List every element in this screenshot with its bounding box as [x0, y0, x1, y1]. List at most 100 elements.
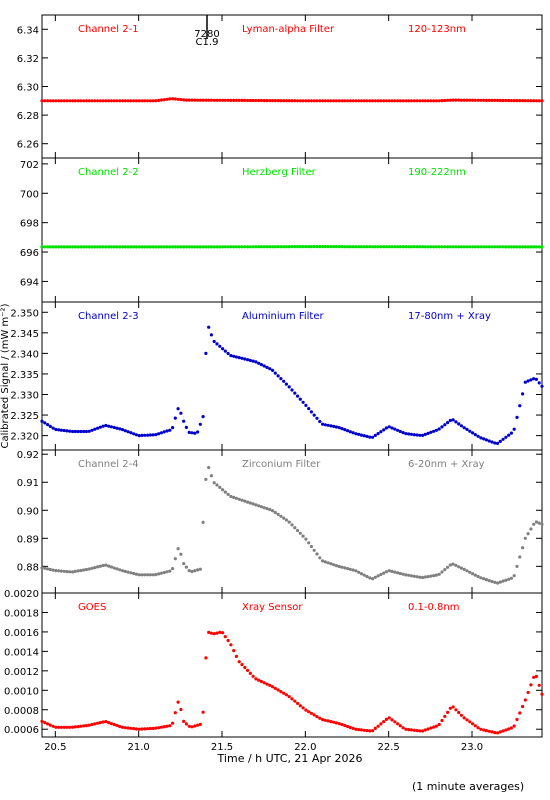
data-point	[190, 98, 194, 102]
data-point	[509, 245, 513, 249]
data-point	[407, 728, 411, 732]
data-point	[446, 565, 450, 569]
data-point	[132, 245, 136, 249]
data-point	[171, 97, 175, 101]
data-point	[243, 665, 247, 670]
data-point	[501, 437, 505, 441]
x-tick-label: 20.5	[44, 742, 66, 753]
data-point	[71, 245, 75, 249]
data-point	[521, 704, 525, 709]
data-point	[82, 99, 86, 103]
data-point	[93, 427, 97, 431]
data-point	[232, 354, 236, 358]
data-point	[384, 570, 388, 574]
data-point	[321, 422, 325, 426]
data-point	[540, 99, 544, 103]
data-point	[271, 685, 275, 689]
data-point	[382, 99, 386, 103]
data-point	[259, 245, 263, 249]
data-point	[84, 567, 88, 572]
data-point	[432, 429, 436, 433]
data-point	[365, 574, 369, 579]
y-tick-label: 2.320	[10, 432, 39, 443]
data-point	[496, 245, 500, 249]
data-point	[326, 561, 330, 565]
data-point	[229, 245, 233, 249]
data-point	[532, 675, 536, 679]
data-point	[457, 245, 461, 249]
data-point	[501, 98, 505, 103]
data-point	[287, 385, 291, 389]
data-point	[346, 99, 350, 103]
data-point	[504, 98, 508, 103]
data-point	[101, 245, 105, 249]
data-point	[287, 245, 291, 249]
data-point	[168, 724, 172, 728]
data-point	[354, 245, 358, 249]
data-point	[173, 711, 177, 715]
data-point	[415, 729, 419, 733]
data-point	[40, 99, 44, 103]
data-point	[315, 715, 319, 719]
data-point	[193, 98, 197, 102]
data-point	[182, 719, 186, 724]
data-point	[151, 245, 155, 249]
data-point	[334, 425, 338, 429]
data-point	[201, 710, 205, 714]
data-point	[290, 523, 294, 527]
data-point	[148, 726, 152, 731]
data-point	[226, 638, 230, 643]
data-point	[79, 245, 83, 249]
data-point	[59, 428, 64, 432]
data-point	[521, 392, 525, 396]
data-point	[343, 723, 347, 728]
data-point	[93, 245, 97, 249]
data-point	[462, 716, 466, 720]
data-point	[282, 379, 286, 383]
data-point	[398, 99, 402, 103]
data-point	[146, 573, 150, 577]
data-point	[248, 245, 252, 249]
data-point	[251, 502, 255, 506]
data-point	[329, 720, 333, 724]
data-point	[209, 98, 213, 102]
data-point	[243, 357, 247, 361]
data-point	[137, 434, 141, 438]
data-point	[121, 725, 125, 729]
data-point	[498, 98, 502, 103]
data-point	[134, 99, 138, 103]
data-point	[418, 575, 422, 579]
data-point	[498, 580, 502, 584]
data-point	[237, 497, 241, 501]
data-point	[137, 573, 141, 577]
data-point	[512, 574, 516, 578]
data-point	[487, 439, 491, 443]
data-point	[279, 377, 283, 381]
data-point	[240, 245, 244, 249]
data-point	[254, 503, 258, 507]
panel-band-label: 6-20nm + Xray	[408, 459, 485, 470]
data-point	[259, 505, 263, 509]
data-point	[282, 516, 286, 520]
data-point	[193, 569, 197, 573]
data-point	[187, 430, 191, 434]
data-point	[84, 724, 88, 728]
data-point	[307, 407, 311, 411]
data-point	[457, 565, 461, 569]
data-point	[362, 434, 366, 438]
data-point	[407, 432, 411, 436]
data-point	[218, 485, 222, 489]
data-point	[62, 725, 66, 729]
y-tick-label: 2.330	[10, 391, 39, 402]
data-point	[451, 245, 455, 249]
data-point	[415, 433, 419, 437]
data-point	[526, 379, 530, 383]
data-point	[482, 245, 486, 249]
data-point	[279, 99, 283, 103]
data-point	[468, 720, 472, 724]
data-point	[57, 245, 61, 249]
flare-marker-class: C1.9	[196, 37, 219, 48]
data-point	[465, 427, 469, 431]
data-point	[518, 711, 522, 715]
data-point	[498, 245, 502, 249]
